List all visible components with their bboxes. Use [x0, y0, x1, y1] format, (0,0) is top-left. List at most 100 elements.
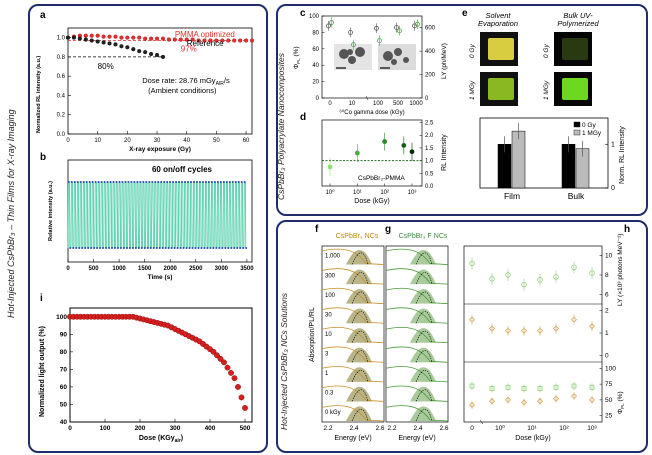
off-point [239, 247, 242, 249]
data-point-h-top [469, 260, 475, 267]
off-point [197, 247, 200, 249]
y-tick-label-c: 100 [309, 14, 320, 20]
legend-pmma: PMMA optimized [175, 30, 235, 39]
data-point-pmma [143, 36, 148, 41]
dose-label-f: 1 [325, 371, 329, 377]
on-point [210, 181, 213, 183]
data-point-pmma [184, 37, 189, 42]
y-axis-label-h-bot: ΦPL (%) [617, 391, 625, 414]
chart-a: 0 10 20 30 40 50 60 0.0 0.2 0.4 0.6 0.8 1.0 X-ray exp… [36, 27, 255, 153]
pl-peak-f [346, 249, 372, 265]
on-point [130, 181, 133, 183]
x-tick-label-b: 2000 [164, 266, 178, 272]
x-axis-label-i: Dose (KGyair) [139, 435, 183, 444]
absorption-curve-g [385, 385, 449, 402]
off-point [233, 247, 236, 249]
title-b: 60 on/off cycles [152, 165, 213, 174]
chart-g: CsPbBr₃ F NCs 2.2 2.4 2.6 Energy (eV) [385, 233, 449, 442]
data-point-i [228, 369, 234, 376]
y-tick-label-e: 0 [611, 185, 615, 192]
data-point-reference [65, 35, 71, 40]
column-title-solvent: Solvent [485, 11, 511, 20]
off-point [215, 247, 218, 249]
data-point-pmma [125, 35, 130, 40]
y-tick-label-d: 2.0 [425, 133, 434, 139]
data-point-d [401, 142, 407, 148]
data-point-reference [137, 49, 142, 54]
y-axis-label-i: Normalized light output (%) [39, 326, 46, 417]
off-point [203, 247, 206, 249]
x-tick-label-i: 400 [205, 425, 216, 432]
data-point-h-mid [570, 316, 578, 323]
off-point [221, 247, 224, 249]
data-point-c [377, 38, 382, 44]
rl-curve-f [351, 408, 369, 422]
data-point-pmma [149, 36, 154, 41]
y-tick-label-h-top: 8 [605, 272, 609, 279]
data-point-h-mid [536, 327, 544, 334]
nanocrystal-cluster [355, 47, 365, 57]
data-point-reference [143, 50, 148, 55]
data-point-h-mid [468, 316, 476, 323]
bottom-right-panel [276, 220, 648, 453]
on-point [103, 181, 106, 183]
data-point-h-mid [520, 327, 528, 334]
y-tick-label-a: 0.2 [57, 113, 66, 119]
y-tick-label-h-bot: 100 [605, 365, 616, 372]
row-label-0gy-left: 0 Gy [469, 44, 476, 58]
off-point [78, 247, 81, 249]
on-point [133, 181, 136, 183]
axis-break-c [365, 95, 369, 101]
data-point-pmma [208, 38, 213, 43]
x-tick-label-a: 20 [124, 138, 131, 144]
data-point-reference [131, 47, 136, 52]
absorption-curve-g [385, 307, 449, 324]
data-point-reference [71, 35, 76, 40]
data-point-c [374, 25, 379, 31]
data-point-h-mid [488, 325, 496, 332]
legend-label-e: 0 Gy [582, 122, 596, 129]
y-tick-label-i: 50 [60, 401, 68, 408]
data-point-pmma [95, 33, 100, 38]
on-point [169, 181, 172, 183]
absorption-curve-g [385, 287, 449, 305]
data-point-i [221, 359, 227, 366]
title-g: CsPbBr₃ F NCs [399, 233, 448, 240]
data-point-h-top [553, 274, 559, 280]
y-tick-label-i: 90 [60, 331, 68, 338]
on-point [94, 181, 97, 183]
on-point [109, 181, 112, 183]
x-tick-label-h: 10¹ [527, 425, 537, 432]
data-point-h-bot-a [469, 383, 475, 389]
absorption-curve-f [321, 307, 385, 324]
off-point [131, 247, 134, 249]
off-point [93, 247, 96, 249]
data-point-h-bot-a [489, 386, 495, 391]
off-point [242, 247, 245, 249]
rl-curve-g [415, 252, 433, 265]
data-point-h-bot-b [536, 398, 544, 405]
x-tick-label-c: 10 [349, 101, 356, 107]
off-point [212, 247, 215, 249]
data-point-pmma [232, 38, 237, 43]
data-point-h-bot-b [552, 395, 560, 402]
panel-label-g: g [385, 224, 392, 235]
rl-curve-g [415, 369, 433, 383]
absorption-curve-g [385, 268, 449, 285]
y-axis-label-a: Normalized RL intensity (a.u.) [36, 56, 42, 133]
off-point [170, 247, 173, 249]
data-point-h-top [489, 276, 495, 282]
x-tick-label-h: 10⁰ [495, 424, 505, 432]
nanocrystal-cluster [348, 56, 356, 64]
y-right-axis-label-c: LY (ph/MeV) [441, 43, 448, 79]
pl-peak-g [410, 367, 436, 382]
rl-curve-f [351, 389, 369, 402]
data-point-d [382, 139, 388, 144]
y-axis-label-e: Norm. RL Intensity [619, 126, 626, 184]
data-point-h-bot-a [589, 384, 595, 390]
bar-film [511, 130, 526, 189]
on-point [85, 181, 88, 183]
on-point [219, 181, 222, 183]
data-point-h-bot-b [468, 401, 476, 409]
pl-peak-f [346, 386, 372, 402]
